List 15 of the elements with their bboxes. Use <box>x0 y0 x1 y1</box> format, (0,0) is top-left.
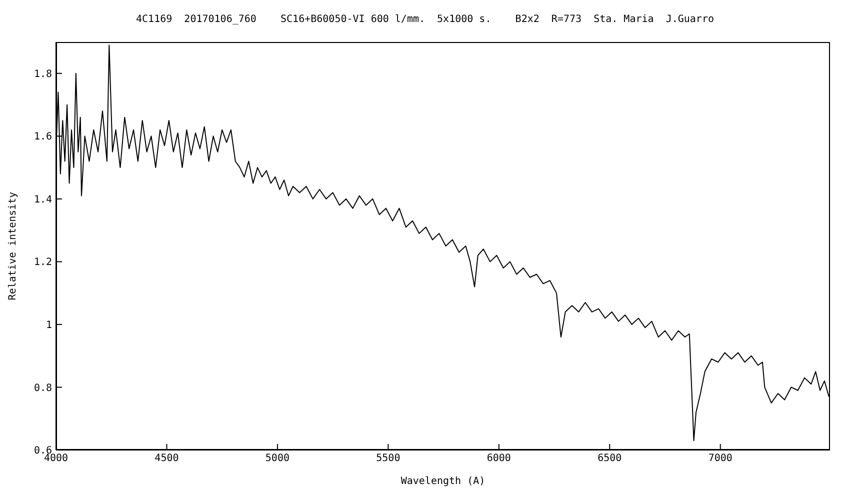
y-tick-label: 1.6 <box>34 132 52 143</box>
x-tick-label: 5500 <box>376 453 400 464</box>
y-tick-label: 0.8 <box>34 382 52 394</box>
x-tick-label: 4500 <box>154 453 179 464</box>
x-tick-label: 5000 <box>265 453 290 464</box>
y-tick-label: 1 <box>46 320 52 332</box>
x-axis-title: Wavelength (A) <box>400 476 486 487</box>
chart-title: 4C1169 20170106_760 SC16+B60050-VI 600 l/mm. 5x1000 s. B2x2 R=773 Sta. Maria J.Guarro <box>135 14 715 25</box>
y-tick-label: 1.4 <box>34 194 52 206</box>
x-tick-label: 7000 <box>708 453 732 464</box>
x-tick-label: 6000 <box>486 453 511 464</box>
y-tick-label: 1.8 <box>34 68 52 80</box>
y-axis-title: Relative intensity <box>8 192 19 300</box>
x-tick-label: 6500 <box>598 453 622 464</box>
y-tick-label: 1.2 <box>34 257 52 268</box>
